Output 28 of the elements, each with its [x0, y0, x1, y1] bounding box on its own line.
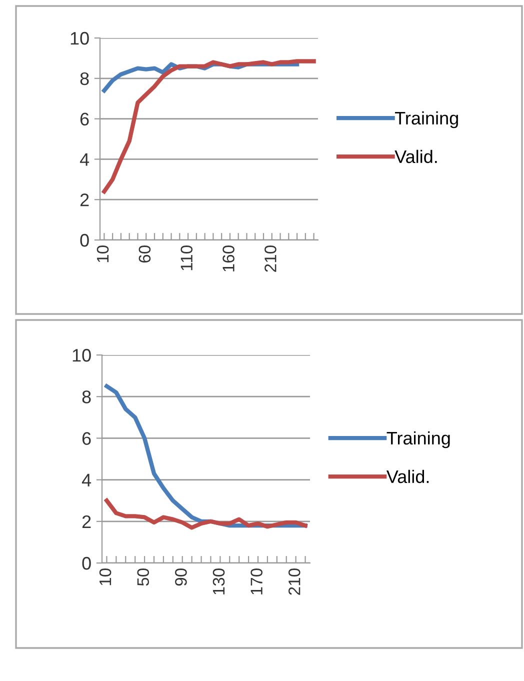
x-tick-label: 60 — [138, 246, 151, 263]
y-tick-label: 0 — [80, 234, 89, 247]
y-tick-label: 2 — [82, 515, 91, 528]
x-tick-label: 170 — [250, 568, 262, 594]
x-tick-label: 10 — [99, 568, 112, 586]
y-tick-label: 10 — [70, 32, 89, 45]
line-series — [104, 498, 308, 530]
legend-label: Valid. — [386, 470, 429, 484]
y-tick-label: 8 — [80, 72, 89, 86]
legend-label: Training — [394, 111, 458, 128]
x-tick-label: 110 — [180, 246, 193, 270]
x-tick-label: 210 — [264, 246, 276, 272]
y-tick-label: 4 — [82, 474, 92, 486]
y-tick-label: 4 — [80, 153, 90, 166]
y-tick-label: 8 — [82, 390, 91, 404]
y-tick-label: 2 — [80, 194, 89, 206]
y-tick-label: 10 — [72, 348, 91, 362]
x-tick-label: 90 — [175, 568, 187, 586]
y-tick-label: 6 — [82, 432, 91, 445]
legend-label: Valid. — [394, 150, 437, 164]
legend-label: Training — [386, 431, 450, 448]
x-tick-label: 10 — [96, 246, 109, 262]
y-tick-label: 0 — [82, 556, 91, 570]
x-tick-label: 160 — [222, 246, 234, 272]
x-tick-label: 50 — [137, 568, 150, 586]
x-tick-label: 130 — [212, 568, 225, 594]
y-tick-label: 6 — [80, 112, 89, 126]
x-tick-label: 210 — [288, 568, 300, 595]
